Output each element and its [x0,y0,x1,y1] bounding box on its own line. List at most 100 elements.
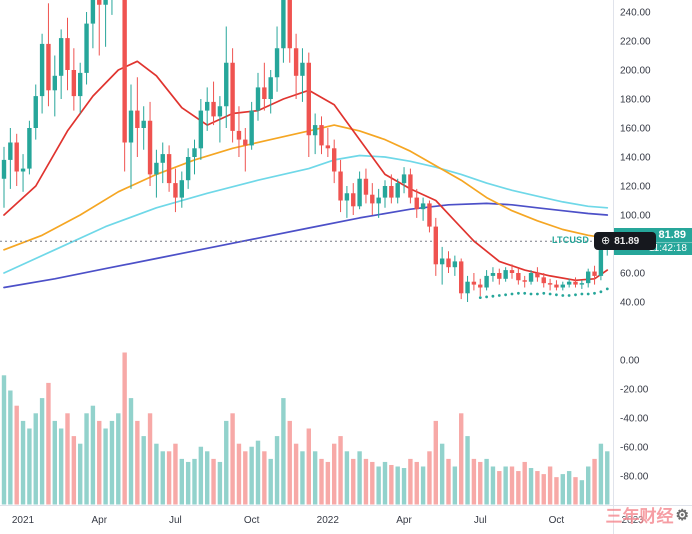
volume-bar [566,471,572,505]
volume-bar [211,458,216,505]
candle-body [363,178,369,195]
price-axis-tick[interactable]: -40.00 [620,414,649,425]
candle-body [586,271,591,284]
gear-icon[interactable]: ⚙ [675,506,689,524]
watermark: 三年财经 ⚙ [606,502,689,527]
sar-dot [517,291,520,295]
sar-dot [542,291,546,295]
volume-bar [370,461,375,505]
candle-body [452,261,458,268]
candle-body [8,142,13,160]
sar-dot [529,292,533,296]
price-axis-tick[interactable]: 220.00 [620,37,651,48]
price-axis-tick[interactable]: 160.00 [620,124,651,135]
candle-body [528,273,534,282]
time-axis-label[interactable]: Apr [396,515,412,526]
candle-body [122,0,127,143]
candle-body [325,145,331,149]
candle-body [395,183,400,198]
price-axis-bg[interactable] [613,0,692,534]
sar-dot [586,292,590,296]
candle-body [46,43,51,91]
volume-bar [205,451,210,505]
candle-body [52,75,57,91]
candle-body [1,159,7,179]
time-axis-label[interactable]: 2022 [317,515,340,526]
price-axis-tick[interactable]: 60.00 [620,269,645,280]
volume-bar [586,466,591,505]
time-axis-label[interactable]: 2021 [12,515,35,526]
price-axis-tick[interactable]: 120.00 [620,182,651,193]
volume-bar [439,443,445,505]
time-axis-label[interactable]: Apr [92,515,108,526]
price-axis-tick[interactable]: -20.00 [620,385,649,396]
volume-bar [46,382,51,505]
plus-circle-icon[interactable]: ⊕ [601,234,611,247]
volume-bar [160,451,165,505]
price-axis-tick[interactable]: 240.00 [620,8,651,19]
volume-bar [592,458,597,505]
time-axis-label[interactable]: 2023 [621,515,644,526]
price-axis-tick[interactable]: 140.00 [620,153,651,164]
sar-dot [523,291,527,295]
price-axis-tick[interactable]: 40.00 [620,298,645,309]
candle-body [414,197,419,210]
candle-body [78,72,83,97]
volume-bar [408,458,413,505]
candle-body [370,194,375,204]
price-axis-tick[interactable]: -80.00 [620,472,649,483]
candle-body [560,284,565,288]
price-axis-tick[interactable]: 100.00 [620,211,651,222]
candle-body [427,203,432,227]
candle-body [198,110,204,149]
time-axis-label[interactable]: Oct [549,515,565,526]
volume-bar [224,420,229,505]
volume-bar [262,451,267,505]
candle-body [401,174,407,184]
sar-dot [485,295,488,299]
candle-body [141,120,146,128]
candle-body [433,226,438,265]
sar-dot [548,292,552,296]
candle-body [490,273,496,276]
volume-bar [344,451,350,505]
volume-bar [332,443,337,505]
volume-bar [465,436,470,505]
price-axis-tick[interactable]: 0.00 [620,356,640,367]
candle-body [287,0,292,49]
candle-body [33,96,38,128]
price-line-symbol-label: LTCUSD [552,235,590,246]
volume-bar [319,458,324,505]
candle-body [351,193,356,207]
candle-body [338,171,343,201]
volume-bar [27,428,32,505]
candle-body [446,258,451,268]
volume-bar [554,477,559,505]
volume-bar [389,464,394,505]
volume-bar [490,466,496,505]
add-alert-price-pill[interactable]: ⊕ 81.89 [594,232,656,251]
price-axis-tick[interactable]: 200.00 [620,66,651,77]
ma-slow-cyan [3,154,609,274]
time-axis-label[interactable]: Jul [474,515,487,526]
volume-bar [58,428,64,505]
time-axis-label[interactable]: Jul [169,515,182,526]
candle-body [160,154,165,163]
price-axis-tick[interactable]: 180.00 [620,95,651,106]
volume-bar [173,443,178,505]
candle-body [541,277,546,284]
price-axis-tick[interactable]: -60.00 [620,443,649,454]
candle-body [65,38,70,70]
volume-bar [414,461,419,505]
volume-bar [497,471,502,505]
time-axis-label[interactable]: Oct [244,515,260,526]
volume-bar [185,461,191,505]
volume-bar [268,458,273,505]
candle-body [97,0,102,5]
candle-body [274,48,280,78]
candle-body [522,280,527,282]
candle-body [262,87,267,99]
candle-body [554,284,559,288]
volume-bar [579,480,585,505]
